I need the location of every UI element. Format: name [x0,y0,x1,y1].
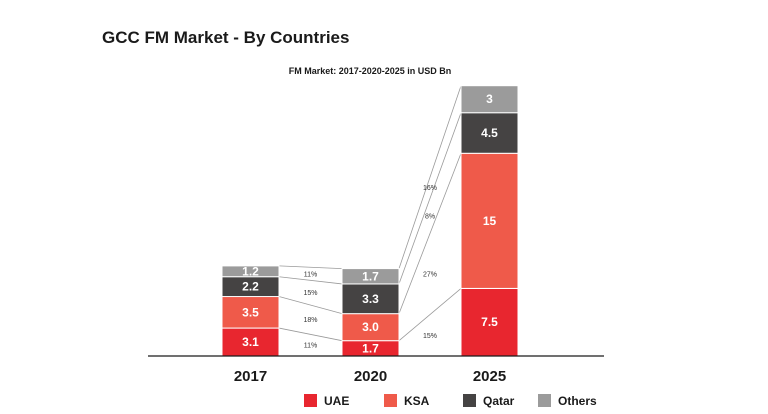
legend-label-others: Others [558,394,597,408]
growth-label-uae-2020-2025: 15% [423,333,437,340]
legend-label-qatar: Qatar [483,394,515,408]
data-label-qatar-2017: 2.2 [242,280,259,294]
chart-title: GCC FM Market - By Countries [102,28,349,47]
connector-qatar-2020 [398,112,462,285]
category-labels: 2017 2020 2025 [234,368,506,385]
data-label-others-2025: 3 [486,92,493,106]
bar-ksa-2017 [221,296,280,329]
bar-uae-2017 [221,327,280,357]
growth-label-ksa-2017-2020: 18% [303,317,317,324]
data-label-ksa-2017: 3.5 [242,305,259,319]
growth-label-others-2020-2025: 16% [423,185,437,192]
legend-swatch-ksa [384,394,397,407]
bar-others-2020 [341,268,400,285]
connector-others-2017 [278,265,343,270]
data-label-others-2017: 1.2 [242,264,259,278]
growth-label-uae-2017-2020: 11% [304,343,318,350]
bar-qatar-2020 [341,283,400,315]
connector-uae-2017 [278,327,343,342]
bar-others-2025 [460,85,519,114]
connector-ksa-2017 [278,296,343,315]
growth-label-others-2017-2020: 11% [304,271,318,278]
legend-label-uae: UAE [324,394,349,408]
bar-stacks: 3.1 3.5 2.2 1.2 1.7 3.0 3.3 1.7 7.5 15 4.5 3 [221,85,519,357]
data-label-ksa-2020: 3.0 [362,320,379,334]
category-label-2025: 2025 [473,368,506,385]
legend-swatch-uae [304,394,317,407]
bar-others-2017 [221,265,280,278]
category-label-2020: 2020 [354,368,387,385]
connector-ksa-2020 [398,153,462,314]
connector-qatar-2017 [278,276,343,285]
growth-label-qatar-2017-2020: 15% [303,290,317,297]
bar-ksa-2020 [341,313,400,342]
growth-label-qatar-2020-2025: 8% [425,213,435,220]
data-label-uae-2017: 3.1 [242,335,259,349]
bar-ksa-2025 [460,152,519,289]
connector-others-2020 [398,85,462,269]
data-label-uae-2025: 7.5 [481,315,498,329]
bar-qatar-2025 [460,112,519,154]
growth-label-ksa-2020-2025: 27% [423,272,437,279]
data-label-others-2020: 1.7 [362,269,379,283]
growth-labels: 11% 18% 15% 11% 15% 27% 8% 16% [303,185,437,349]
connector-uae-2020 [398,288,462,341]
legend-swatch-others [538,394,551,407]
bar-uae-2025 [460,287,519,357]
data-label-qatar-2020: 3.3 [362,292,379,306]
chart-subtitle: FM Market: 2017-2020-2025 in USD Bn [289,66,452,76]
data-label-uae-2020: 1.7 [362,341,379,355]
legend-label-ksa: KSA [404,394,430,408]
legend: UAE KSA Qatar Others [304,394,597,408]
data-label-qatar-2025: 4.5 [481,126,498,140]
legend-swatch-qatar [463,394,476,407]
growth-connectors [278,85,462,342]
data-label-ksa-2025: 15 [483,214,497,228]
category-label-2017: 2017 [234,368,267,385]
